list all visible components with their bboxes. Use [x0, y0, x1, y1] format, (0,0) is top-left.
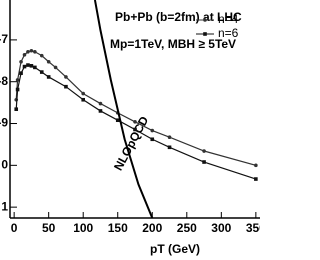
y-tick-label: 1 — [1, 199, 8, 213]
marker — [15, 87, 20, 92]
marker — [133, 127, 137, 132]
annotation: Pb+Pb (b=2fm) at LHC — [115, 10, 242, 24]
marker — [46, 59, 51, 64]
y-tick-label: -8 — [0, 74, 8, 88]
legend-marker — [203, 32, 207, 36]
x-tick-label: 300 — [211, 221, 231, 235]
marker — [53, 65, 58, 70]
marker — [254, 177, 258, 181]
marker — [19, 71, 23, 75]
marker — [98, 109, 103, 113]
marker — [150, 137, 155, 142]
marker — [33, 65, 37, 70]
y-tick-label: 0 — [1, 158, 8, 172]
marker — [133, 119, 137, 124]
marker — [22, 64, 27, 69]
marker — [29, 64, 34, 68]
marker — [33, 49, 37, 54]
marker — [254, 163, 258, 168]
marker — [19, 59, 23, 64]
marker — [81, 97, 86, 102]
marker — [98, 101, 103, 106]
y-tick-label: -7 — [0, 32, 8, 46]
marker — [22, 53, 27, 57]
marker — [39, 70, 44, 74]
marker — [46, 75, 51, 79]
annotation: Mp=1TeV, MBH ≥ 5TeV — [110, 37, 236, 51]
marker — [115, 118, 120, 123]
y-tick-label: -9 — [0, 116, 8, 130]
x-axis-label: pT (GeV) — [150, 242, 200, 256]
marker — [202, 160, 206, 164]
marker — [81, 91, 86, 96]
marker — [202, 149, 206, 153]
x-tick-label: 150 — [108, 221, 128, 235]
marker — [64, 75, 68, 79]
legend-label: n=6 — [218, 26, 239, 40]
marker — [26, 63, 30, 67]
marker — [64, 84, 68, 89]
x-tick-label: 350 — [246, 221, 260, 235]
marker — [167, 145, 172, 150]
x-tick-label: 50 — [42, 221, 56, 235]
x-tick-label: 250 — [177, 221, 197, 235]
series-line — [93, 0, 154, 219]
marker — [39, 53, 44, 58]
marker — [29, 48, 34, 53]
legend-marker — [203, 18, 207, 22]
marker — [15, 78, 20, 82]
chart: Pb+Pb (b=2fm) at LHC Mp=1TeV, MBH ≥ 5TeV… — [0, 0, 260, 256]
legend-label: n=4 — [218, 12, 239, 26]
x-tick-label: 0 — [11, 221, 18, 235]
marker — [26, 49, 30, 54]
marker — [14, 107, 19, 112]
x-tick-label: 200 — [142, 221, 162, 235]
marker — [150, 128, 155, 133]
x-tick-label: 100 — [73, 221, 93, 235]
marker — [167, 135, 172, 140]
